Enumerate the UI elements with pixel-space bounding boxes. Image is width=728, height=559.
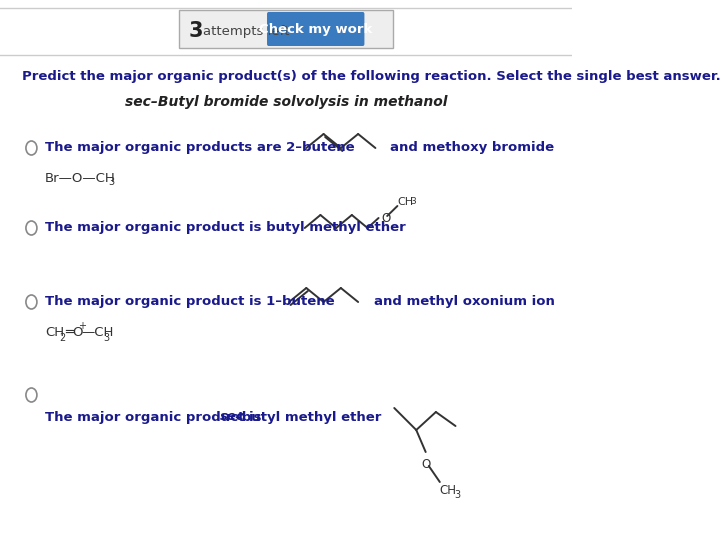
Text: Predict the major organic product(s) of the following reaction. Select the singl: Predict the major organic product(s) of … [22,70,721,83]
Text: The major organic product is: The major organic product is [44,410,266,424]
FancyBboxPatch shape [267,12,365,46]
Text: The major organic product is 1–butene: The major organic product is 1–butene [44,296,334,309]
Text: CH: CH [397,197,414,207]
Text: 3: 3 [108,177,114,187]
Text: 3: 3 [454,490,460,500]
Text: Check my work: Check my work [259,22,373,36]
Text: 2: 2 [60,333,66,343]
Text: attempts left: attempts left [202,25,289,37]
Text: The major organic products are 2–butene: The major organic products are 2–butene [44,141,355,154]
Text: —CH: —CH [82,326,114,339]
Text: sec: sec [220,410,245,424]
Text: O: O [421,458,430,471]
Text: 3: 3 [410,197,416,206]
Text: +: + [78,321,86,331]
Text: CH: CH [44,326,64,339]
Text: 3: 3 [103,333,109,343]
Text: Br—O—CH: Br—O—CH [44,172,116,184]
Text: 3: 3 [189,21,203,41]
Text: The major organic product is butyl methyl ether: The major organic product is butyl methy… [44,221,405,234]
Text: and methoxy bromide: and methoxy bromide [389,141,554,154]
FancyBboxPatch shape [179,10,392,48]
Text: and methyl oxonium ion: and methyl oxonium ion [374,296,555,309]
Text: –butyl methyl ether: –butyl methyl ether [235,410,381,424]
Text: O: O [381,212,390,225]
Text: CH: CH [440,484,456,497]
Text: ═O: ═O [66,326,84,339]
Text: sec–Butyl bromide solvolysis in methanol: sec–Butyl bromide solvolysis in methanol [124,95,447,109]
